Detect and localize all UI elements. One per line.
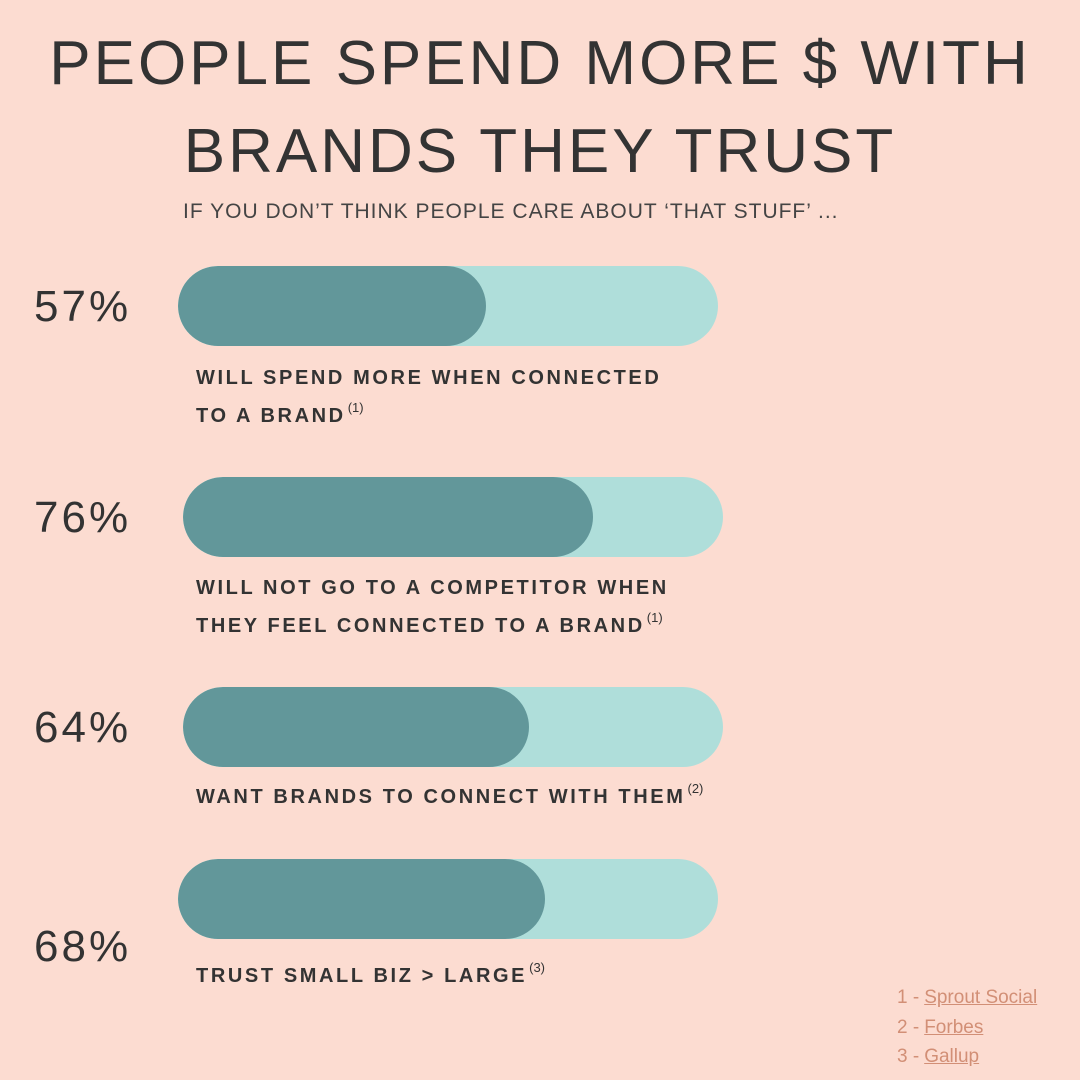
category-label: TRUST SMALL BIZ > LARGE (3) — [196, 957, 545, 995]
category-label: WILL NOT GO TO A COMPETITOR WHEN THEY FE… — [196, 569, 696, 645]
value-label: 76% — [34, 493, 132, 542]
source: 3 - Gallup — [897, 1047, 979, 1066]
category-label: WILL SPEND MORE WHEN CONNECTED TO A BRAN… — [196, 359, 696, 435]
category-text: WILL SPEND MORE WHEN CONNECTED TO A BRAN… — [196, 367, 662, 427]
source-link[interactable]: Sprout Social — [924, 987, 1038, 1008]
bar-track — [178, 266, 718, 346]
value-label: 64% — [34, 703, 132, 752]
footnote-marker: (1) — [347, 400, 364, 415]
footnote-marker: (1) — [646, 610, 663, 625]
source: 1 - Sprout Social — [897, 988, 1037, 1007]
subtitle: IF YOU DON’T THINK PEOPLE CARE ABOUT ‘TH… — [183, 200, 839, 223]
footnote-marker: (2) — [687, 781, 704, 796]
bar-track — [183, 687, 723, 767]
category-text: WILL NOT GO TO A COMPETITOR WHEN THEY FE… — [196, 577, 669, 637]
bar — [178, 266, 486, 346]
chart-title: PEOPLE SPEND MORE $ WITH — [49, 29, 1031, 98]
value-label: 68% — [34, 922, 132, 971]
source-number: 2 - — [897, 1016, 920, 1038]
category-text: TRUST SMALL BIZ > LARGE — [196, 965, 528, 987]
value-label: 57% — [34, 282, 132, 331]
category-text: WANT BRANDS TO CONNECT WITH THEM — [196, 786, 686, 808]
bar — [183, 477, 594, 557]
source-number: 1 - — [897, 987, 920, 1008]
source: 2 - Forbes — [897, 1018, 983, 1037]
source-link[interactable]: Gallup — [924, 1046, 980, 1067]
source-link[interactable]: Forbes — [924, 1016, 984, 1038]
chart-title: BRANDS THEY TRUST — [183, 117, 897, 186]
category-label: WANT BRANDS TO CONNECT WITH THEM (2) — [196, 778, 703, 816]
bar — [183, 687, 529, 767]
bar — [178, 859, 546, 939]
bar-track — [178, 859, 718, 939]
source-number: 3 - — [897, 1046, 920, 1067]
bar-track — [183, 477, 723, 557]
footnote-marker: (3) — [529, 960, 545, 975]
